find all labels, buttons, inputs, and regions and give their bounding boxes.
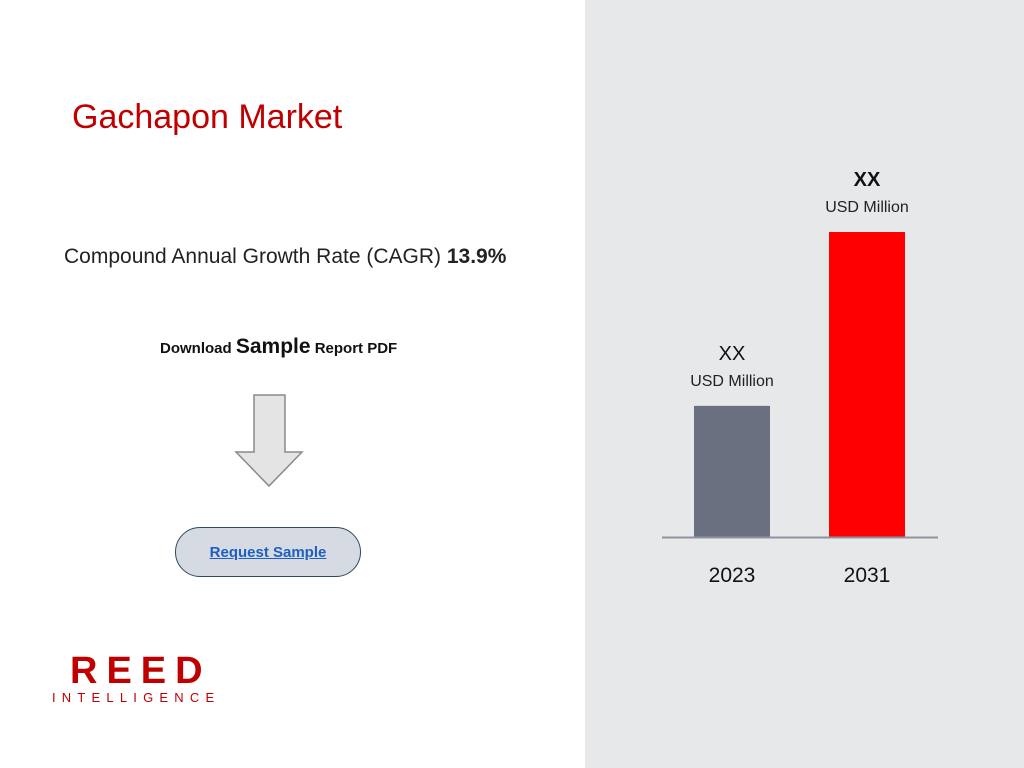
down-arrow-icon bbox=[234, 394, 304, 488]
bar-2031 bbox=[829, 232, 905, 537]
chart-panel-background bbox=[585, 0, 1024, 768]
download-suffix: Report PDF bbox=[314, 340, 398, 357]
bar-value-label-2031: XX bbox=[854, 169, 881, 191]
bar-2023 bbox=[694, 405, 770, 537]
cagr-text: Compound Annual Growth Rate (CAGR) 13.9% bbox=[64, 245, 506, 269]
bar-value-label-2023: XX bbox=[719, 343, 746, 365]
download-emphasis: Sample bbox=[235, 335, 311, 358]
request-sample-link[interactable]: Request Sample bbox=[209, 543, 327, 561]
cagr-label: Compound Annual Growth Rate (CAGR) bbox=[64, 245, 442, 268]
download-prefix: Download bbox=[160, 340, 232, 357]
logo-intelligence: INTELLIGENCE bbox=[52, 690, 221, 705]
x-tick-label-2031: 2031 bbox=[844, 564, 891, 587]
request-sample-button[interactable]: Request Sample bbox=[175, 527, 361, 577]
bar-unit-label-2023: USD Million bbox=[690, 373, 774, 390]
logo-reed: REED bbox=[70, 650, 212, 692]
page-title: Gachapon Market bbox=[72, 98, 343, 136]
x-tick-label-2023: 2023 bbox=[709, 564, 756, 587]
bar-unit-label-2031: USD Million bbox=[825, 199, 909, 216]
download-sample-text: Download Sample Report PDF bbox=[160, 335, 430, 359]
cagr-value: 13.9% bbox=[446, 245, 507, 268]
